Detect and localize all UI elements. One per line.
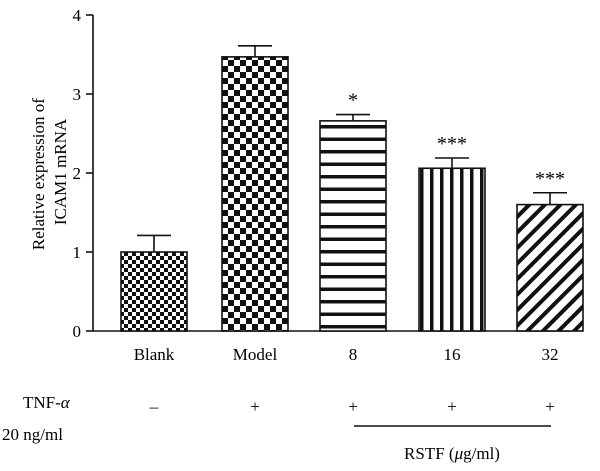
x-tick-label: Blank bbox=[134, 345, 175, 364]
tnf-condition-mark: + bbox=[348, 397, 358, 416]
rstf-unit-rest: g/ml) bbox=[463, 444, 500, 463]
bar bbox=[319, 120, 387, 332]
treatment-conditions: – + + + + bbox=[149, 397, 555, 416]
tnf-label: TNF-α bbox=[23, 393, 71, 412]
tnf-condition-mark: + bbox=[447, 397, 457, 416]
tnf-condition-mark: – bbox=[149, 397, 159, 416]
x-tick-label: Model bbox=[233, 345, 278, 364]
y-tick-label: 1 bbox=[73, 243, 82, 262]
tnf-alpha-symbol: α bbox=[61, 393, 71, 412]
x-ticks: Blank Model 8 16 32 bbox=[134, 345, 559, 364]
tnf-label-text: TNF- bbox=[23, 393, 61, 412]
y-tick-label: 4 bbox=[73, 6, 82, 25]
rstf-unit-mu: μ bbox=[454, 444, 464, 463]
x-tick-label: 16 bbox=[444, 345, 461, 364]
y-tick-label: 0 bbox=[73, 322, 82, 341]
x-tick-label: 32 bbox=[542, 345, 559, 364]
y-axis-label-line-1: Relative expression of bbox=[29, 98, 48, 250]
y-tick-label: 3 bbox=[73, 85, 82, 104]
significance-label: *** bbox=[437, 133, 467, 155]
significance-label: *** bbox=[535, 168, 565, 190]
y-axis-label: Relative expression of ICAM1 mRNA bbox=[29, 94, 70, 250]
tnf-condition-mark: + bbox=[250, 397, 260, 416]
bars bbox=[120, 45, 584, 332]
tnf-concentration-label: 20 ng/ml bbox=[2, 425, 63, 444]
bar bbox=[516, 203, 584, 332]
y-axis-label-line-2: ICAM1 mRNA bbox=[51, 118, 70, 225]
x-tick-label: 8 bbox=[349, 345, 358, 364]
y-tick-label: 2 bbox=[73, 164, 82, 183]
y-ticks: 0 1 2 3 4 bbox=[73, 6, 93, 341]
bar bbox=[120, 251, 188, 332]
tnf-condition-mark: + bbox=[545, 397, 555, 416]
significance-label: * bbox=[348, 90, 358, 112]
significance-marks: ******* bbox=[348, 90, 565, 190]
bar bbox=[418, 167, 486, 332]
rstf-group-label-text: RSTF ( bbox=[404, 444, 455, 463]
rstf-group-label: RSTF (μg/ml) bbox=[404, 444, 500, 463]
bar bbox=[221, 56, 289, 332]
